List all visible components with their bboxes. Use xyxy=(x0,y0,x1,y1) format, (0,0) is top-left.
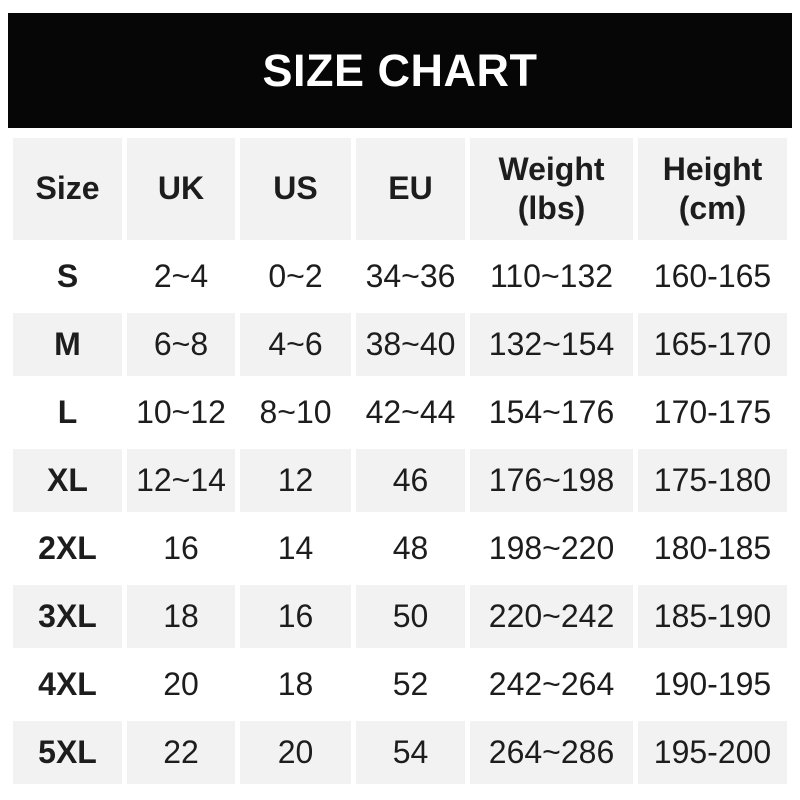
weight-value: 220~242 xyxy=(470,585,633,648)
table-row-l: L 10~12 8~10 42~44 154~176 170-175 xyxy=(13,381,787,444)
eu-value: 46 xyxy=(356,449,465,512)
height-value: 160-165 xyxy=(638,245,787,308)
size-chart-table: Size UK US EU Weight (lbs) Height (cm) S… xyxy=(8,133,792,789)
size-label: L xyxy=(13,381,122,444)
us-value: 16 xyxy=(240,585,351,648)
table-row-s: S 2~4 0~2 34~36 110~132 160-165 xyxy=(13,245,787,308)
uk-value: 18 xyxy=(127,585,235,648)
height-value: 165-170 xyxy=(638,313,787,376)
size-label: 4XL xyxy=(13,653,122,716)
weight-value: 132~154 xyxy=(470,313,633,376)
table-row-2xl: 2XL 16 14 48 198~220 180-185 xyxy=(13,517,787,580)
eu-value: 50 xyxy=(356,585,465,648)
weight-value: 110~132 xyxy=(470,245,633,308)
table-row-5xl: 5XL 22 20 54 264~286 195-200 xyxy=(13,721,787,784)
eu-value: 38~40 xyxy=(356,313,465,376)
size-label: 2XL xyxy=(13,517,122,580)
col-header-size: Size xyxy=(13,138,122,240)
table-row-4xl: 4XL 20 18 52 242~264 190-195 xyxy=(13,653,787,716)
weight-value: 154~176 xyxy=(470,381,633,444)
col-header-uk: UK xyxy=(127,138,235,240)
header-row: Size UK US EU Weight (lbs) Height (cm) xyxy=(13,138,787,240)
uk-value: 10~12 xyxy=(127,381,235,444)
height-value: 195-200 xyxy=(638,721,787,784)
weight-value: 198~220 xyxy=(470,517,633,580)
col-header-eu: EU xyxy=(356,138,465,240)
height-value: 180-185 xyxy=(638,517,787,580)
col-header-height: Height (cm) xyxy=(638,138,787,240)
table-row-3xl: 3XL 18 16 50 220~242 185-190 xyxy=(13,585,787,648)
height-value: 175-180 xyxy=(638,449,787,512)
uk-value: 20 xyxy=(127,653,235,716)
eu-value: 52 xyxy=(356,653,465,716)
eu-value: 48 xyxy=(356,517,465,580)
uk-value: 16 xyxy=(127,517,235,580)
eu-value: 42~44 xyxy=(356,381,465,444)
size-label: 3XL xyxy=(13,585,122,648)
us-value: 0~2 xyxy=(240,245,351,308)
weight-value: 242~264 xyxy=(470,653,633,716)
uk-value: 22 xyxy=(127,721,235,784)
size-label: M xyxy=(13,313,122,376)
uk-value: 12~14 xyxy=(127,449,235,512)
size-label: S xyxy=(13,245,122,308)
us-value: 4~6 xyxy=(240,313,351,376)
title-banner: SIZE CHART xyxy=(8,13,792,128)
us-value: 18 xyxy=(240,653,351,716)
us-value: 20 xyxy=(240,721,351,784)
page-title: SIZE CHART xyxy=(262,44,538,96)
col-header-us: US xyxy=(240,138,351,240)
size-label: 5XL xyxy=(13,721,122,784)
us-value: 14 xyxy=(240,517,351,580)
uk-value: 6~8 xyxy=(127,313,235,376)
weight-value: 176~198 xyxy=(470,449,633,512)
size-label: XL xyxy=(13,449,122,512)
height-value: 185-190 xyxy=(638,585,787,648)
height-value: 190-195 xyxy=(638,653,787,716)
col-header-weight: Weight (lbs) xyxy=(470,138,633,240)
us-value: 8~10 xyxy=(240,381,351,444)
weight-value: 264~286 xyxy=(470,721,633,784)
height-value: 170-175 xyxy=(638,381,787,444)
table-row-m: M 6~8 4~6 38~40 132~154 165-170 xyxy=(13,313,787,376)
table-row-xl: XL 12~14 12 46 176~198 175-180 xyxy=(13,449,787,512)
uk-value: 2~4 xyxy=(127,245,235,308)
us-value: 12 xyxy=(240,449,351,512)
eu-value: 54 xyxy=(356,721,465,784)
eu-value: 34~36 xyxy=(356,245,465,308)
